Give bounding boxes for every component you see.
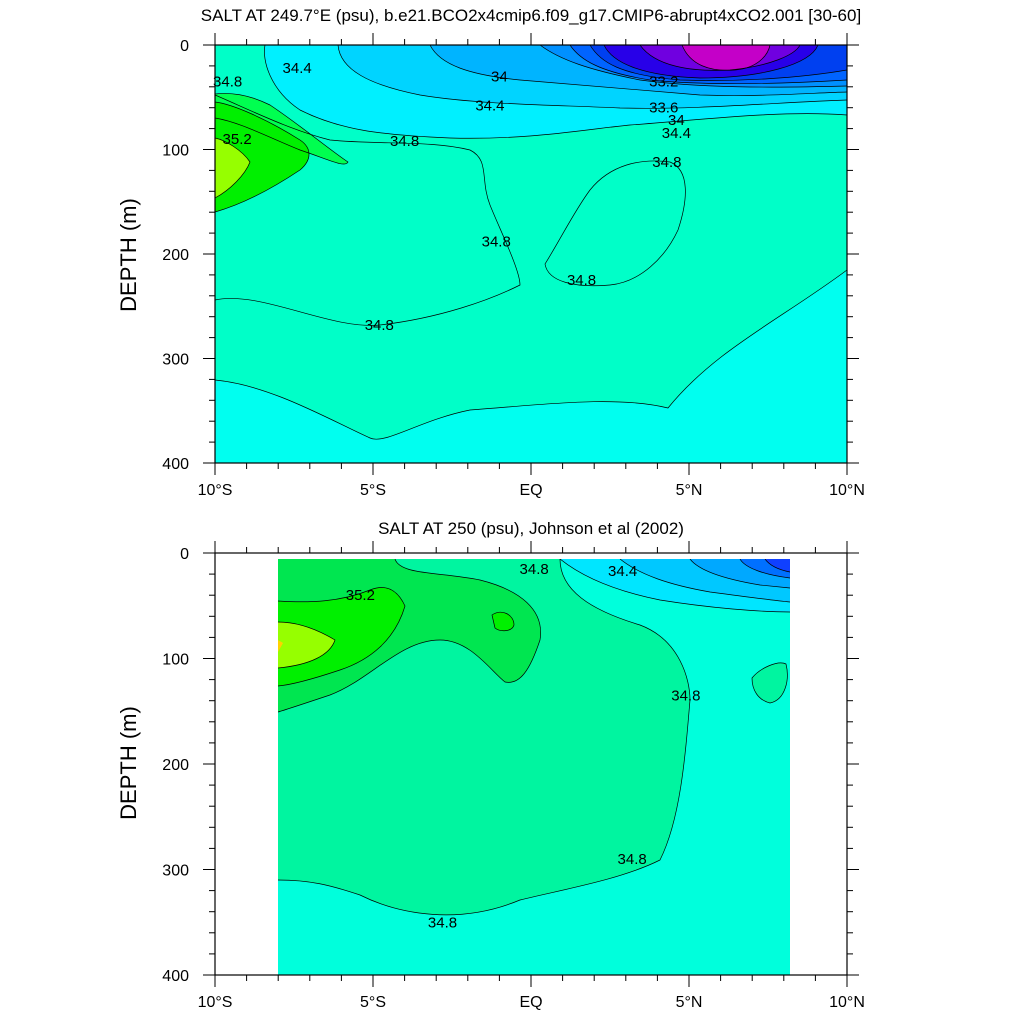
- bottom-ticks: 10°S 5°S EQ 5°N 10°N 0 100 200 300 400: [162, 541, 865, 1011]
- x-tick-label: EQ: [519, 482, 542, 499]
- x-tick-label: 10°N: [829, 482, 865, 499]
- contour-label: 34.8: [365, 317, 394, 334]
- fill-35.4: [278, 622, 335, 668]
- fill-35.4: [215, 138, 250, 198]
- fill-33.6: [765, 559, 790, 572]
- contour-label: 34: [668, 112, 685, 129]
- contour-label: 34.8: [482, 233, 511, 250]
- y-tick-label: 400: [162, 456, 189, 473]
- contour-label: 33.2: [649, 74, 678, 91]
- bottom-title: SALT AT 250 (psu), Johnson et al (2002): [378, 519, 684, 538]
- contour-label: 34.8: [390, 133, 419, 150]
- x-tick-label: 10°S: [198, 482, 233, 499]
- bottom-y-axis-label: DEPTH (m): [116, 706, 141, 820]
- contour-label: 34.4: [475, 98, 504, 115]
- y-tick-label: 300: [162, 863, 189, 880]
- contour-label: 34.8: [428, 914, 457, 931]
- fill-34.8: [215, 45, 847, 440]
- contour-label: 34.8: [520, 561, 549, 578]
- fill-lens: [545, 160, 686, 286]
- contour-label: 34.8: [567, 272, 596, 289]
- contour-label: 34.8: [671, 687, 700, 704]
- y-tick-label: 200: [162, 757, 189, 774]
- fill-32.8: [682, 45, 770, 71]
- fill-35.2: [215, 102, 309, 212]
- fill-35.6: [278, 640, 283, 652]
- top-title: SALT AT 249.7°E (psu), b.e21.BCO2x4cmip6…: [201, 6, 861, 25]
- y-tick-label: 0: [180, 38, 189, 55]
- bottom-contour-lines: [278, 559, 790, 916]
- bottom-contour-fills: [278, 559, 790, 975]
- contour-label: 34.8: [213, 74, 242, 91]
- bottom-contour-labels: 34.8 34.4 35.2 34.8 34.8 34.8: [346, 561, 701, 931]
- contour-label: 34.8: [618, 851, 647, 868]
- contour-label: 35.2: [223, 131, 252, 148]
- x-tick-label: 5°S: [360, 482, 386, 499]
- x-tick-label: 10°N: [829, 994, 865, 1011]
- contour-label: 34.8: [652, 154, 681, 171]
- y-tick-label: 200: [162, 247, 189, 264]
- x-tick-label: 5°S: [360, 994, 386, 1011]
- contour-label: 34.4: [608, 563, 637, 580]
- fill-lens: [752, 662, 788, 703]
- fill-35.0: [278, 559, 541, 712]
- y-tick-label: 400: [162, 968, 189, 985]
- x-tick-label: 5°N: [676, 482, 703, 499]
- top-contour-fills: [215, 45, 847, 463]
- contour-label: 35.2: [346, 587, 375, 604]
- y-tick-label: 0: [180, 546, 189, 563]
- contour-label: 34: [491, 68, 508, 85]
- y-tick-label: 100: [162, 652, 189, 669]
- y-tick-label: 100: [162, 143, 189, 160]
- x-tick-label: 10°S: [198, 994, 233, 1011]
- top-y-axis-label: DEPTH (m): [116, 198, 141, 312]
- bottom-panel: SALT AT 250 (psu), Johnson et al (2002): [116, 519, 865, 1011]
- x-tick-label: EQ: [519, 994, 542, 1011]
- y-tick-label: 300: [162, 352, 189, 369]
- top-panel: SALT AT 249.7°E (psu), b.e21.BCO2x4cmip6…: [116, 6, 865, 499]
- contour-label: 34.4: [662, 125, 691, 142]
- top-contour-lines: [215, 45, 847, 440]
- contour-label: 33.6: [649, 100, 678, 117]
- contour-label: 34.4: [283, 60, 312, 77]
- top-ticks: 10°S 5°S EQ 5°N 10°N 0 100 200 300 400: [162, 33, 865, 499]
- x-tick-label: 5°N: [676, 994, 703, 1011]
- fill-35.2-spot: [492, 612, 514, 631]
